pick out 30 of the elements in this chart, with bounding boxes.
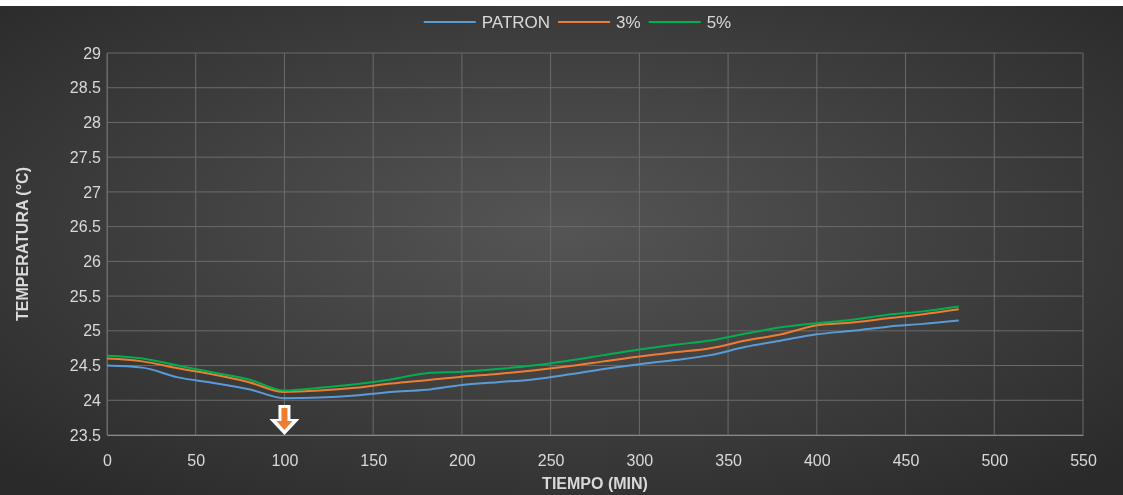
x-tick-label: 200 xyxy=(449,452,476,470)
x-tick-label: 350 xyxy=(715,452,743,470)
x-axis-title: TIEMPO (MIN) xyxy=(542,475,648,492)
x-tick-label: 500 xyxy=(981,452,1009,470)
x-tick-label: 300 xyxy=(626,452,654,470)
y-tick-label: 28 xyxy=(83,114,102,132)
y-tick-label: 26 xyxy=(83,252,102,270)
y-tick-label: 28.5 xyxy=(69,79,102,97)
y-tick-label: 24 xyxy=(83,391,102,409)
x-tick-label: 550 xyxy=(1070,452,1097,470)
x-tick-label: 50 xyxy=(187,452,206,470)
y-tick-label: 25.5 xyxy=(69,287,102,305)
y-tick-label: 23.5 xyxy=(69,426,102,444)
x-tick-label: 0 xyxy=(103,452,113,470)
y-tick-label: 29 xyxy=(83,44,102,62)
y-tick-label: 27 xyxy=(83,183,102,201)
y-tick-label: 24.5 xyxy=(69,357,102,375)
x-tick-label: 400 xyxy=(803,452,831,470)
y-tick-label: 27.5 xyxy=(69,148,102,166)
legend-label: PATRON xyxy=(481,13,551,32)
line-series xyxy=(106,319,960,400)
x-tick-label: 150 xyxy=(360,452,388,470)
y-tick-label: 25 xyxy=(83,322,102,340)
y-axis-title: TEMPERATURA (°C) xyxy=(14,167,31,321)
x-tick-label: 100 xyxy=(271,452,299,470)
legend-label: 3% xyxy=(616,13,641,32)
y-tick-label: 26.5 xyxy=(69,218,102,236)
legend-label: 5% xyxy=(706,13,732,32)
x-tick-label: 250 xyxy=(537,452,565,470)
x-tick-label: 450 xyxy=(892,452,920,470)
